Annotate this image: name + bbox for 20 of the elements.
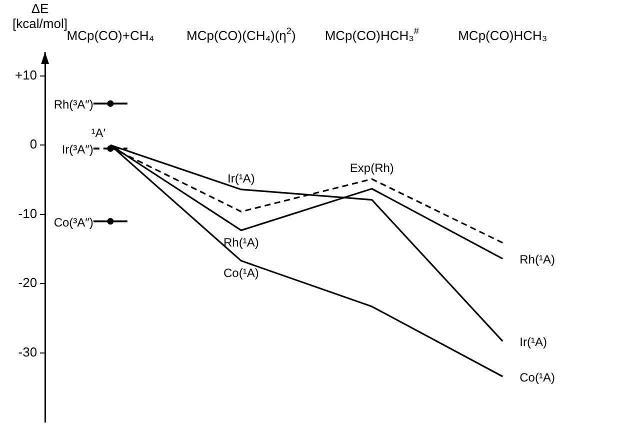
annotation: Co(³A″)	[54, 215, 94, 230]
annotation: Exp(Rh)	[350, 161, 394, 176]
annotation: Rh(¹A)	[223, 235, 259, 250]
y-tick-label: -30	[18, 344, 38, 360]
annotation: Co(¹A)	[223, 266, 259, 280]
y-tick-label: +10	[14, 67, 38, 82]
y-tick-label: -20	[18, 275, 38, 290]
annotation: Co(¹A)	[520, 370, 555, 384]
y-axis-title: ΔE [kcal/mol]	[12, 1, 68, 31]
annotation: Ir(¹A)	[520, 335, 547, 350]
annotation: Rh(¹A)	[520, 252, 555, 267]
x-tick-label: MCp(CO)HCH₃#	[324, 26, 420, 43]
y-tick-label: 0	[30, 136, 38, 152]
y-tick-label: -10	[18, 206, 38, 221]
x-tick-label: MCp(CO)+CH₄	[66, 28, 154, 43]
annotation: Ir(¹A)	[227, 171, 255, 186]
annotation: ¹A′	[91, 126, 106, 140]
annotation: Rh(³A″)	[54, 98, 94, 112]
annotation: Ir(³A″)	[62, 142, 94, 157]
x-tick-label: MCp(CO)HCH₃	[458, 28, 548, 43]
